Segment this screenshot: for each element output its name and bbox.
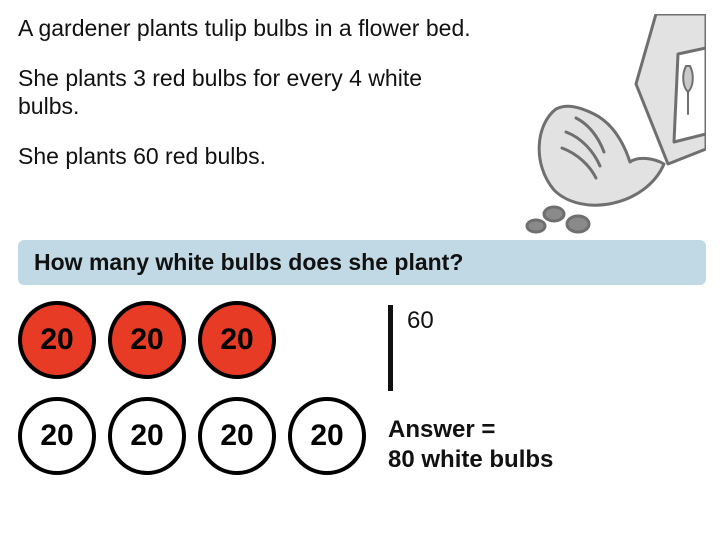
- working-area: 202020 20202020 60 Answer = 80 white bul…: [18, 301, 706, 475]
- red-bulb: 20: [18, 301, 96, 379]
- white-bulb: 20: [18, 397, 96, 475]
- question-prompt: How many white bulbs does she plant?: [18, 240, 706, 285]
- red-total-row: 60: [388, 305, 553, 391]
- white-bulb-row: 20202020: [18, 397, 366, 475]
- red-bulb: 20: [198, 301, 276, 379]
- white-bulb: 20: [108, 397, 186, 475]
- illustration-column: [496, 14, 706, 234]
- vertical-divider-icon: [388, 305, 393, 391]
- white-bulb: 20: [198, 397, 276, 475]
- answer-value: 80 white bulbs: [388, 445, 553, 475]
- red-total-value: 60: [407, 307, 434, 335]
- red-bulb: 20: [108, 301, 186, 379]
- red-bulb-row: 202020: [18, 301, 366, 379]
- answer-block: Answer = 80 white bulbs: [388, 415, 553, 475]
- tulip-bag-illustration-icon: [496, 14, 706, 234]
- bulb-diagram: 202020 20202020: [18, 301, 366, 475]
- paragraph-3: She plants 60 red bulbs.: [18, 142, 486, 170]
- white-bulb: 20: [288, 397, 366, 475]
- problem-text-column: A gardener plants tulip bulbs in a flowe…: [18, 14, 496, 234]
- working-right-column: 60 Answer = 80 white bulbs: [388, 301, 553, 475]
- paragraph-2: She plants 3 red bulbs for every 4 white…: [18, 64, 486, 120]
- paragraph-1: A gardener plants tulip bulbs in a flowe…: [18, 14, 486, 42]
- answer-label: Answer =: [388, 415, 553, 445]
